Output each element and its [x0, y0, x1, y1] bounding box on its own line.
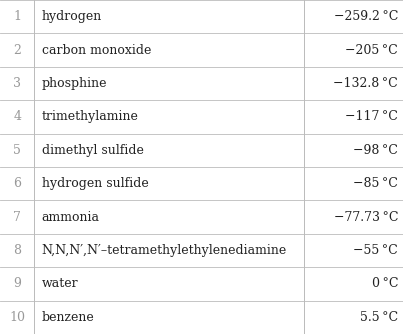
Text: −117 °C: −117 °C: [345, 111, 398, 123]
Text: 5: 5: [13, 144, 21, 157]
Text: hydrogen: hydrogen: [42, 10, 102, 23]
Text: 8: 8: [13, 244, 21, 257]
Text: 6: 6: [13, 177, 21, 190]
Text: 2: 2: [13, 44, 21, 56]
Text: carbon monoxide: carbon monoxide: [42, 44, 151, 56]
Text: 1: 1: [13, 10, 21, 23]
Text: −55 °C: −55 °C: [353, 244, 398, 257]
Text: N,N,N′,N′–tetramethylethylenediamine: N,N,N′,N′–tetramethylethylenediamine: [42, 244, 287, 257]
Text: benzene: benzene: [42, 311, 94, 324]
Text: −132.8 °C: −132.8 °C: [333, 77, 398, 90]
Text: 3: 3: [13, 77, 21, 90]
Text: dimethyl sulfide: dimethyl sulfide: [42, 144, 143, 157]
Text: 7: 7: [13, 211, 21, 223]
Text: phosphine: phosphine: [42, 77, 107, 90]
Text: 4: 4: [13, 111, 21, 123]
Text: 10: 10: [9, 311, 25, 324]
Text: trimethylamine: trimethylamine: [42, 111, 138, 123]
Text: −85 °C: −85 °C: [353, 177, 398, 190]
Text: −259.2 °C: −259.2 °C: [334, 10, 398, 23]
Text: −77.73 °C: −77.73 °C: [334, 211, 398, 223]
Text: water: water: [42, 278, 78, 290]
Text: ammonia: ammonia: [42, 211, 100, 223]
Text: 9: 9: [13, 278, 21, 290]
Text: hydrogen sulfide: hydrogen sulfide: [42, 177, 148, 190]
Text: 5.5 °C: 5.5 °C: [360, 311, 398, 324]
Text: −98 °C: −98 °C: [353, 144, 398, 157]
Text: −205 °C: −205 °C: [345, 44, 398, 56]
Text: 0 °C: 0 °C: [372, 278, 398, 290]
